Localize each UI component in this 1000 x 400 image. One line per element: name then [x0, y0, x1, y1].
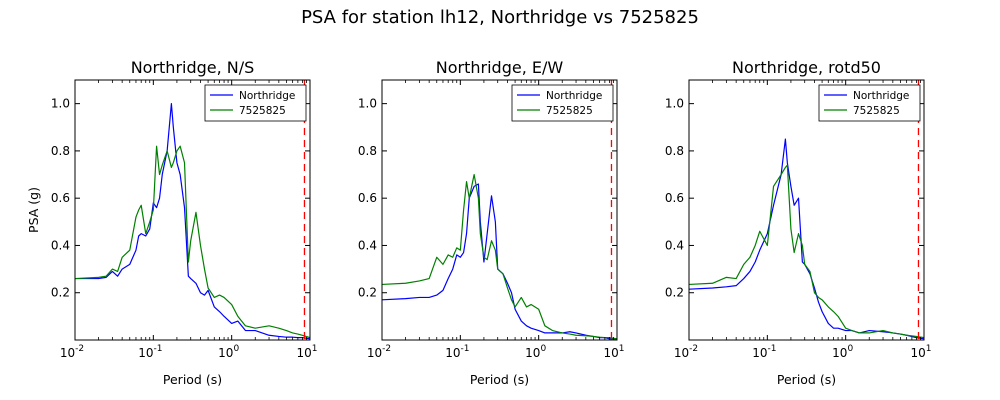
chart-panel-1: Northridge, N/S 0.2 0.4 0.6 0.8 1.0 10-2 10-1 10…: [26, 58, 318, 387]
series-line-northridge: [75, 103, 310, 340]
legend-label-northridge: Northridge: [239, 90, 295, 102]
y-tick-label: 0.8: [358, 144, 377, 158]
legend-box: [818, 84, 921, 122]
legend-label-northridge: Northridge: [546, 90, 602, 102]
series-line-simulation: [75, 145, 310, 339]
series-group: [689, 138, 924, 340]
series-group: [75, 103, 310, 340]
y-tick-label: 0.6: [358, 191, 377, 205]
x-tick-label: 10-2: [674, 344, 698, 360]
legend-box: [511, 84, 614, 122]
y-tick-label: 0.8: [51, 144, 70, 158]
axes-frame: [74, 79, 311, 341]
x-tick-label: 100: [525, 344, 546, 360]
series-line-northridge: [382, 183, 617, 340]
chart-title: Northridge, rotd50: [732, 58, 881, 77]
axes-frame: [381, 79, 618, 341]
y-tick-label: 0.4: [358, 238, 377, 252]
y-tick-label: 0.2: [665, 286, 684, 300]
series-line-simulation: [689, 164, 924, 339]
x-tick-label: 10-1: [752, 344, 776, 360]
x-axis-label: Period (s): [163, 372, 222, 387]
series-group: [382, 173, 617, 340]
legend: Northridge 7525825: [204, 84, 307, 122]
y-tick-label: 1.0: [358, 97, 377, 111]
y-tick-label: 1.0: [51, 97, 70, 111]
x-tick-label: 100: [832, 344, 853, 360]
legend: Northridge 7525825: [511, 84, 614, 122]
y-tick-label: 0.2: [358, 286, 377, 300]
x-tick-label: 100: [218, 344, 239, 360]
x-axis-label: Period (s): [470, 372, 529, 387]
x-tick-label: 10-1: [138, 344, 162, 360]
y-tick-label: 0.4: [51, 238, 70, 252]
x-tick-label: 101: [603, 344, 624, 360]
chart-title: Northridge, E/W: [436, 58, 564, 77]
chart-title: Northridge, N/S: [131, 58, 255, 77]
legend-label-simulation: 7525825: [239, 105, 286, 117]
y-tick-label: 0.8: [665, 144, 684, 158]
x-tick-label: 101: [296, 344, 317, 360]
y-tick-label: 1.0: [665, 97, 684, 111]
x-tick-label: 101: [910, 344, 931, 360]
panels: Northridge, N/S 0.2 0.4 0.6 0.8 1.0 10-2 10-1 10…: [26, 58, 932, 387]
figure-title: PSA for station lh12, Northridge vs 7525…: [301, 7, 699, 28]
y-tick-label: 0.6: [51, 191, 70, 205]
x-tick-label: 10-2: [367, 344, 391, 360]
legend-box: [204, 84, 307, 122]
x-tick-label: 10-2: [60, 344, 84, 360]
series-line-simulation: [382, 173, 617, 340]
y-tick-label: 0.6: [665, 191, 684, 205]
axes-frame: [688, 79, 925, 341]
y-axis-label: PSA (g): [26, 187, 41, 233]
y-tick-label: 0.2: [51, 286, 70, 300]
y-tick-label: 0.4: [665, 238, 684, 252]
chart-panel-2: Northridge, E/W 0.2 0.4 0.6 0.8 1.0 10-2 10-1 10…: [358, 58, 625, 387]
legend-label-simulation: 7525825: [546, 105, 593, 117]
legend: Northridge 7525825: [818, 84, 921, 122]
x-axis-label: Period (s): [777, 372, 836, 387]
chart-panel-3: Northridge, rotd50 0.2 0.4 0.6 0.8 1.0 10-2 10-…: [665, 58, 932, 387]
legend-label-simulation: 7525825: [853, 105, 900, 117]
legend-label-northridge: Northridge: [853, 90, 909, 102]
x-tick-label: 10-1: [445, 344, 469, 360]
